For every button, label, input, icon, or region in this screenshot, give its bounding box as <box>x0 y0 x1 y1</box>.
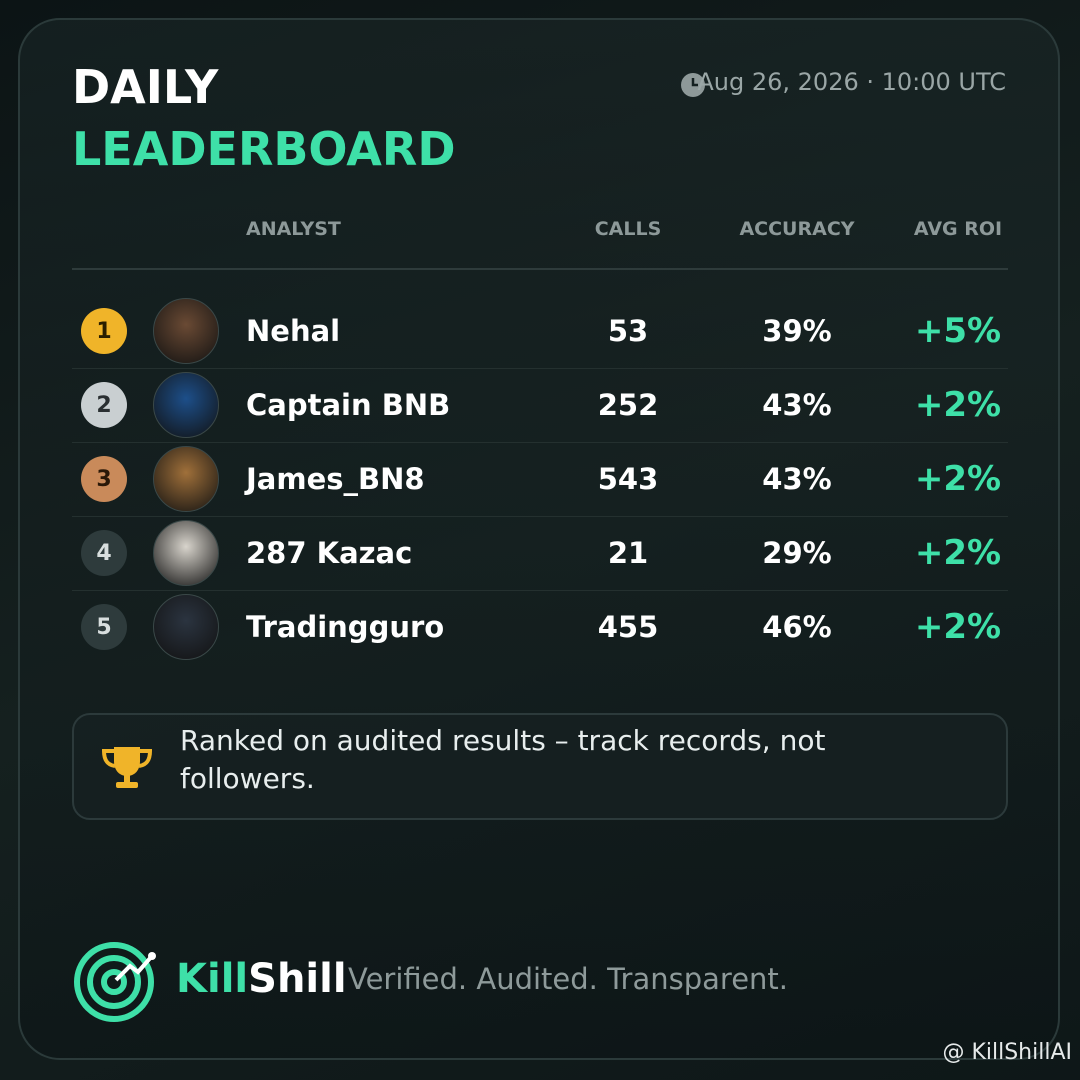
row-divider <box>72 516 1008 517</box>
rank-badge: 1 <box>81 308 127 354</box>
avatar <box>153 298 219 364</box>
calls: 21 <box>607 536 649 570</box>
avg-roi: +2% <box>914 459 1002 499</box>
accuracy: 46% <box>762 610 832 644</box>
analyst-name: 287 Kazac <box>246 536 413 570</box>
rank-badge: 2 <box>81 382 127 428</box>
row-divider <box>72 590 1008 591</box>
avg-roi: +2% <box>914 385 1002 425</box>
avatar <box>153 520 219 586</box>
analyst-name: James_BN8 <box>246 462 425 496</box>
column-header: AVG ROI <box>913 218 1003 240</box>
accuracy: 43% <box>762 462 832 496</box>
rank-badge: 3 <box>81 456 127 502</box>
brand-part1: Kill <box>176 956 249 1002</box>
column-header: ANALYST <box>246 218 341 240</box>
column-header: CALLS <box>594 218 662 240</box>
note-box <box>72 713 1008 820</box>
row-divider <box>72 442 1008 443</box>
tagline: Verified. Audited. Transparent. <box>348 962 789 996</box>
avg-roi: +2% <box>914 607 1002 647</box>
title-line2: LEADERBOARD <box>72 122 456 176</box>
column-header: ACCURACY <box>739 218 855 240</box>
trophy-icon <box>101 747 153 788</box>
logo-icon <box>74 942 156 1022</box>
clock-icon <box>681 73 705 97</box>
avg-roi: +2% <box>914 533 1002 573</box>
avatar <box>153 446 219 512</box>
rank-badge: 4 <box>81 530 127 576</box>
calls: 252 <box>597 388 659 422</box>
watermark: @ KillShillAI <box>942 1040 1072 1065</box>
calls: 543 <box>597 462 659 496</box>
analyst-name: Captain BNB <box>246 388 451 422</box>
analyst-name: Tradingguro <box>246 610 445 644</box>
calls: 53 <box>607 314 649 348</box>
analyst-name: Nehal <box>246 314 341 348</box>
accuracy: 43% <box>762 388 832 422</box>
title-line1: DAILY <box>72 60 219 114</box>
calls: 455 <box>597 610 659 644</box>
accuracy: 39% <box>762 314 832 348</box>
timestamp: Aug 26, 2026 · 10:00 UTC <box>697 68 1006 96</box>
note-text: Ranked on audited results – track record… <box>180 724 826 795</box>
rank-badge: 5 <box>81 604 127 650</box>
accuracy: 29% <box>762 536 832 570</box>
avatar <box>153 372 219 438</box>
header-divider <box>72 268 1008 270</box>
brand: KillShill <box>176 956 347 1002</box>
avg-roi: +5% <box>914 311 1002 351</box>
avatar <box>153 594 219 660</box>
brand-part2: Shill <box>248 956 347 1002</box>
row-divider <box>72 368 1008 369</box>
